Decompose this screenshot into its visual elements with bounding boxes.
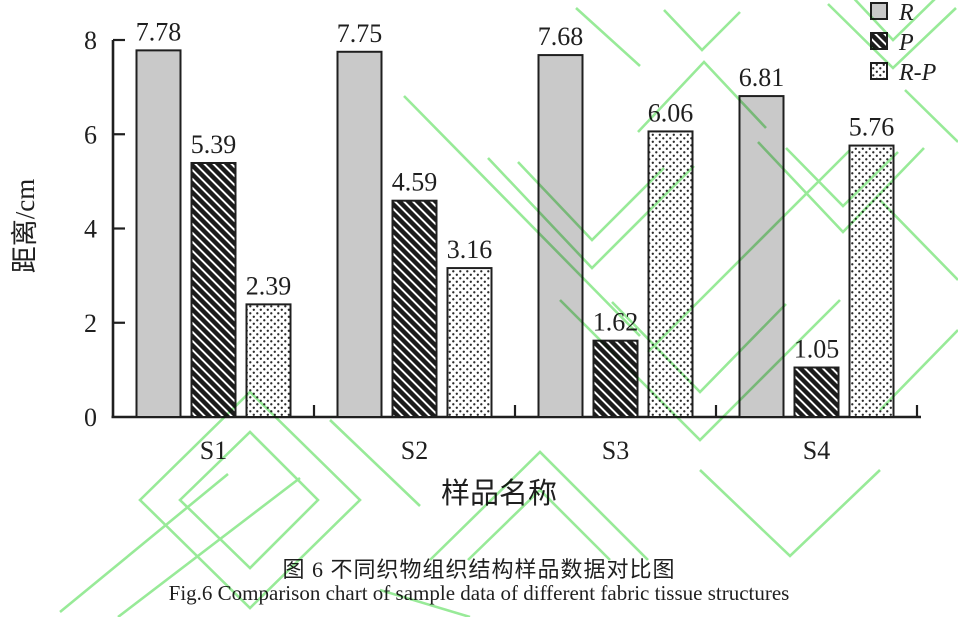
bar-R-P-S1 [245, 303, 292, 418]
bar-P-S1 [190, 161, 237, 418]
bar-value-label: 7.78 [136, 17, 182, 46]
bar-chart: 0 2 4 6 8 S1 S2 S3 S4 7.78 5.39 2.39 7.75 4.59 3.16 7.6… [10, 0, 937, 510]
bar-value-label: 2.39 [246, 271, 292, 300]
legend-swatch-P [870, 32, 888, 50]
x-category-label: S2 [401, 436, 428, 465]
bar-R-S2 [336, 50, 383, 418]
bar-value-label: 1.62 [593, 308, 639, 337]
bar-R-P-S2 [446, 267, 493, 418]
figure-caption-en: Fig.6 Comparison chart of sample data of… [168, 581, 790, 605]
bar-value-label: 6.06 [648, 98, 694, 127]
y-tick-label: 8 [84, 26, 97, 55]
bar-R-P-S4 [848, 144, 895, 418]
y-axis-title: 距离/cm [10, 179, 40, 274]
bar-value-label: 3.16 [447, 235, 493, 264]
legend-label-P: P [898, 30, 914, 56]
legend-swatch-R [870, 2, 888, 20]
bar-value-label: 1.05 [794, 335, 840, 364]
x-category-label: S1 [200, 436, 227, 465]
bar-R-S3 [537, 54, 584, 419]
x-axis-title: 样品名称 [441, 477, 557, 510]
bar-P-S2 [391, 199, 438, 418]
x-category-label: S4 [803, 436, 830, 465]
y-tick-label: 6 [84, 120, 97, 149]
figure-caption-zh: 图 6 不同织物组织结构样品数据对比图 [282, 557, 676, 582]
y-tick-label: 0 [84, 403, 97, 432]
y-tick-label: 4 [84, 215, 97, 244]
bar-P-S3 [592, 339, 639, 418]
y-tick-label: 2 [84, 309, 97, 338]
legend-swatch-R-P [870, 62, 888, 80]
legend-label-R: R [898, 0, 914, 26]
bar-value-label: 4.59 [392, 168, 438, 197]
bar-R-P-S3 [647, 130, 694, 419]
bar-value-label: 7.75 [337, 19, 383, 48]
bar-value-label: 6.81 [739, 63, 785, 92]
x-category-label: S3 [602, 436, 629, 465]
legend-label-R-P: R-P [898, 60, 937, 86]
bar-R-S1 [135, 49, 182, 419]
bar-value-label: 7.68 [538, 22, 584, 51]
bar-R-S4 [738, 95, 785, 419]
bar-value-label: 5.76 [849, 113, 895, 142]
bar-P-S4 [793, 366, 840, 418]
bar-value-label: 5.39 [191, 130, 237, 159]
